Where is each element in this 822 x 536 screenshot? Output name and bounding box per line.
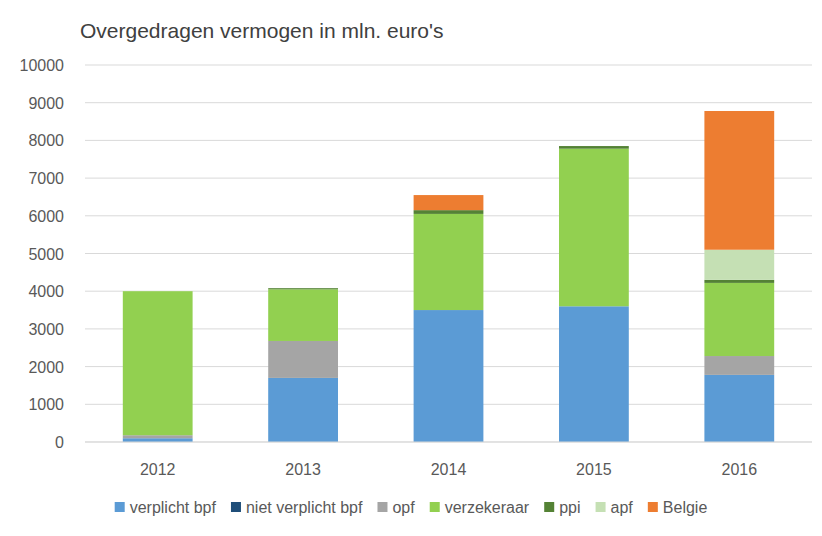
background xyxy=(0,0,822,536)
bar-segment xyxy=(704,375,774,442)
bar-segment xyxy=(123,438,193,442)
grid-line xyxy=(85,178,812,179)
y-tick-label: 7000 xyxy=(28,170,64,187)
y-tick-label: 8000 xyxy=(28,132,64,149)
y-tick-label: 3000 xyxy=(28,321,64,338)
legend-swatch xyxy=(648,502,658,512)
y-tick-label: 6000 xyxy=(28,208,64,225)
bar-segment xyxy=(123,291,193,435)
legend-label: apf xyxy=(611,499,634,516)
legend: verplicht bpf niet verplicht bpf opf verzek… xyxy=(115,499,708,516)
y-tick-label: 0 xyxy=(55,434,64,451)
bar-segment xyxy=(559,146,629,147)
bars xyxy=(123,111,774,442)
legend-swatch xyxy=(115,502,125,512)
bar-segment xyxy=(704,111,774,250)
bar-segment xyxy=(704,250,774,280)
legend-label: verzekeraar xyxy=(445,499,530,516)
bar-segment xyxy=(559,306,629,442)
legend-label: ppi xyxy=(559,499,580,516)
legend-item: ppi xyxy=(544,499,580,516)
bar-segment xyxy=(268,341,338,378)
bar-segment xyxy=(123,291,193,292)
bar-segment xyxy=(123,291,193,292)
bar-segment xyxy=(704,280,774,283)
x-tick-label: 2013 xyxy=(285,461,321,478)
bar-segment xyxy=(559,146,629,149)
legend-item: Belgie xyxy=(648,499,708,516)
y-tick-label: 1000 xyxy=(28,396,64,413)
bar-segment xyxy=(268,288,338,289)
x-tick-label: 2015 xyxy=(576,461,612,478)
x-tick-label: 2016 xyxy=(722,461,758,478)
legend-item: verplicht bpf xyxy=(115,499,217,516)
x-tick-label: 2014 xyxy=(431,461,467,478)
legend-item: niet verplicht bpf xyxy=(231,499,363,516)
bar-segment xyxy=(704,283,774,356)
legend-item: opf xyxy=(377,499,415,516)
bar-segment xyxy=(704,356,774,375)
bar-segment xyxy=(123,435,193,438)
grid-line xyxy=(85,65,812,66)
bar-segment xyxy=(268,378,338,442)
grid-line xyxy=(85,442,812,443)
bar-segment xyxy=(559,146,629,147)
legend-label: niet verplicht bpf xyxy=(246,499,363,516)
grid-line xyxy=(85,102,812,103)
bar-segment xyxy=(414,210,484,214)
bar-segment xyxy=(123,291,193,292)
y-tick-label: 4000 xyxy=(28,283,64,300)
legend-swatch xyxy=(377,502,387,512)
legend-swatch xyxy=(231,502,241,512)
legend-item: verzekeraar xyxy=(430,499,530,516)
legend-item: apf xyxy=(596,499,634,516)
x-axis-line xyxy=(85,442,812,443)
y-tick-label: 2000 xyxy=(28,359,64,376)
y-tick-label: 5000 xyxy=(28,246,64,263)
legend-swatch xyxy=(596,502,606,512)
legend-label: Belgie xyxy=(663,499,708,516)
x-tick-label: 2012 xyxy=(140,461,176,478)
legend-swatch xyxy=(430,502,440,512)
legend-label: verplicht bpf xyxy=(130,499,217,516)
grid-line xyxy=(85,140,812,141)
y-tick-label: 10000 xyxy=(20,57,65,74)
bar-segment xyxy=(268,288,338,289)
legend-swatch xyxy=(544,502,554,512)
legend-label: opf xyxy=(392,499,415,516)
bar-segment xyxy=(414,195,484,210)
bar-segment xyxy=(268,289,338,341)
bar-segment xyxy=(559,149,629,307)
bar-segment xyxy=(414,310,484,442)
bar-segment xyxy=(414,214,484,310)
grid xyxy=(85,65,812,442)
chart: Overgedragen vermogen in mln. euro's 0 100… xyxy=(0,0,822,536)
bar-segment xyxy=(268,288,338,289)
title: Overgedragen vermogen in mln. euro's xyxy=(80,19,444,42)
y-tick-label: 9000 xyxy=(28,95,64,112)
